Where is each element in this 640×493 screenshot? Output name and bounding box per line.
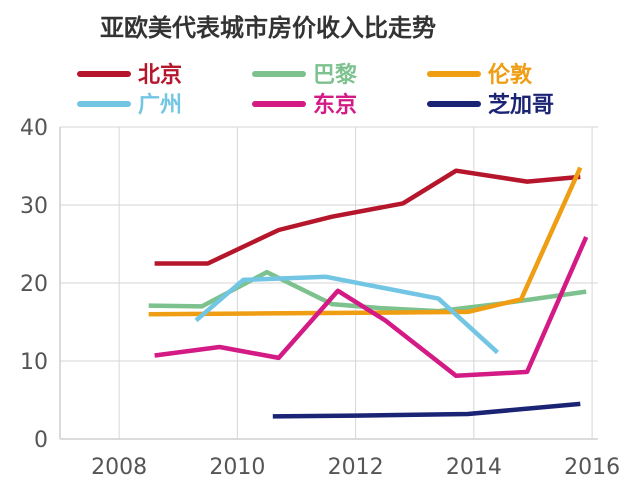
legend-label: 芝加哥 xyxy=(488,92,554,118)
legend-label: 巴黎 xyxy=(313,62,357,88)
series-line-5 xyxy=(272,401,581,419)
series-line-3 xyxy=(194,274,500,355)
x-tick-label: 2014 xyxy=(446,455,502,480)
series-line-2 xyxy=(148,166,583,317)
y-tick-label: 30 xyxy=(20,194,48,219)
legend-label: 东京 xyxy=(313,92,357,118)
y-tick-label: 20 xyxy=(20,272,48,297)
y-tick-label: 10 xyxy=(20,350,48,375)
legend-label: 北京 xyxy=(138,62,182,88)
x-tick-label: 2012 xyxy=(328,455,384,480)
series-lines xyxy=(148,166,589,419)
x-tick-label: 2016 xyxy=(564,455,620,480)
series-line-0 xyxy=(154,168,581,266)
x-tick-label: 2008 xyxy=(91,455,147,480)
grid xyxy=(60,126,598,440)
chart-title: 亚欧美代表城市房价收入比走势 xyxy=(100,14,436,42)
series-line-4 xyxy=(154,236,589,379)
x-tick-label: 2010 xyxy=(209,455,265,480)
axes: 0 10 20 30 40 2008 2010 2012 2014 2016 xyxy=(20,116,620,480)
legend-label: 伦敦 xyxy=(488,62,533,88)
y-tick-label: 0 xyxy=(34,428,48,453)
legend-label: 广州 xyxy=(138,92,182,118)
y-tick-label: 40 xyxy=(20,116,48,141)
